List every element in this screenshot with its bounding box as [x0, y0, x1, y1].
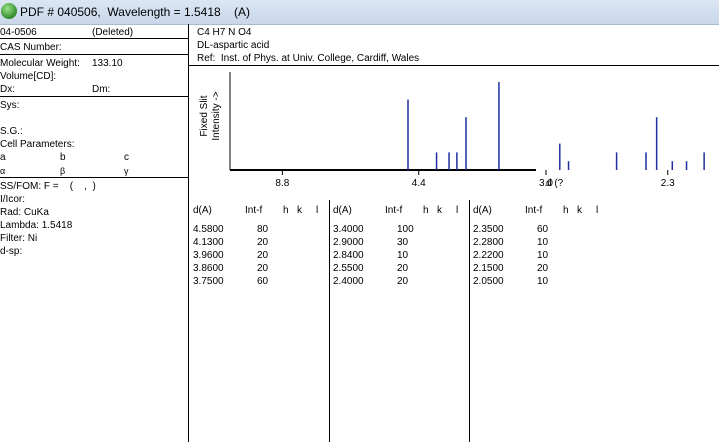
table-cell-int: 100 — [397, 224, 414, 235]
x-tick-label: 3.0 — [539, 178, 553, 189]
table-cell-d: 3.7500 — [193, 276, 224, 287]
plot-y-label: Fixed Slit Intensity -> — [199, 91, 222, 140]
table-cell-int: 20 — [257, 237, 269, 248]
table-header: h — [423, 205, 429, 216]
table-cell-d: 2.3500 — [473, 224, 504, 235]
cell-params-label: Cell Parameters: — [0, 139, 75, 150]
table-cell-d: 4.1300 — [193, 237, 224, 248]
table-header: l — [456, 205, 459, 216]
table-cell-int: 10 — [397, 250, 409, 261]
table-cell-d: 2.9000 — [333, 237, 364, 248]
rad-label: Rad: CuKa — [0, 207, 49, 218]
filter-label: Filter: Ni — [0, 233, 38, 244]
table-header: h — [283, 205, 289, 216]
divider — [188, 65, 719, 66]
table-cell-int: 80 — [257, 224, 269, 235]
table-divider — [469, 200, 470, 442]
table-header: l — [596, 205, 599, 216]
x-tick-label: 8.8 — [275, 178, 289, 189]
sg-label: S.G.: — [0, 126, 23, 137]
compound-ref: Ref: Inst. of Phys. at Univ. College, Ca… — [197, 53, 420, 64]
table-header: d(A) — [193, 205, 212, 216]
globe-icon — [1, 3, 17, 19]
mw-value: 133.10 — [92, 58, 123, 69]
table-cell-d: 4.5800 — [193, 224, 224, 235]
x-axis-label: d (? — [546, 178, 564, 189]
table-header: l — [316, 205, 319, 216]
table-header: Int-f — [245, 205, 263, 216]
table-cell-int: 20 — [397, 276, 409, 287]
divider — [0, 54, 188, 55]
cell-gamma: γ — [124, 166, 129, 176]
plot-axes — [229, 72, 536, 171]
compound-name: DL-aspartic acid — [197, 40, 270, 51]
x-tick-label: 2.3 — [661, 178, 675, 189]
cell-beta: β — [60, 166, 66, 176]
table-header: Int-f — [525, 205, 543, 216]
table-cell-int: 20 — [397, 263, 409, 274]
compound-formula: C4 H7 N O4 — [197, 27, 252, 38]
table-cell-d: 3.8600 — [193, 263, 224, 274]
table-cell-d: 2.8400 — [333, 250, 364, 261]
table-divider — [329, 200, 330, 442]
table-cell-d: 3.9600 — [193, 250, 224, 261]
table-header: d(A) — [473, 205, 492, 216]
x-tick-label: 4.4 — [412, 178, 426, 189]
table-cell-int: 60 — [537, 224, 549, 235]
ylabel-line-2: Intensity -> — [211, 91, 222, 140]
lambda-label: Lambda: 1.5418 — [0, 220, 73, 231]
table-cell-d: 2.4000 — [333, 276, 364, 287]
ylabel-line-1: Fixed Slit — [199, 95, 210, 136]
table-cell-d: 2.5500 — [333, 263, 364, 274]
cell-c: c — [124, 152, 129, 163]
table-header: h — [563, 205, 569, 216]
table-cell-int: 20 — [537, 263, 549, 274]
sys-label: Sys: — [0, 100, 20, 111]
dm-label: Dm: — [92, 84, 111, 95]
dx-label: Dx: — [0, 84, 15, 95]
table-cell-d: 2.2200 — [473, 250, 504, 261]
table-header: Int-f — [385, 205, 403, 216]
table-header: k — [437, 205, 442, 216]
table-cell-int: 10 — [537, 250, 549, 261]
table-cell-int: 10 — [537, 237, 549, 248]
divider — [0, 177, 188, 178]
volume-label: Volume[CD]: — [0, 71, 57, 82]
title-bar: PDF # 040506, Wavelength = 1.5418 (A) — [0, 0, 719, 25]
cas-label: CAS Number: — [0, 42, 62, 53]
plot-ticks: 8.84.43.02.3d (?2.0500 — [275, 170, 675, 189]
plot-peaks — [407, 82, 705, 170]
ssfom-label: SS/FOM: F = ( , ) — [0, 181, 96, 192]
table-cell-d: 2.2800 — [473, 237, 504, 248]
table-cell-d: 2.1500 — [473, 263, 504, 274]
window-title: PDF # 040506, Wavelength = 1.5418 (A) — [20, 5, 251, 19]
plot-canvas: Fixed Slit Intensity -> 8.8 4.4 3.0 2.3 d (?… — [199, 72, 705, 189]
cell-alpha: α — [0, 166, 6, 176]
table-cell-int: 10 — [537, 276, 549, 287]
panel-divider — [188, 24, 189, 442]
card-status: (Deleted) — [92, 27, 134, 38]
cell-b: b — [60, 152, 66, 163]
card-number: 04-0506 — [0, 27, 37, 38]
table-header: k — [577, 205, 582, 216]
divider — [0, 96, 188, 97]
table-header: d(A) — [333, 205, 352, 216]
table-header: k — [297, 205, 302, 216]
table-cell-d: 3.4000 — [333, 224, 364, 235]
diffraction-plot: Fixed Slit Intensity -> 8.8 4.4 3.0 2.3 d (?… — [188, 66, 719, 200]
cell-a: a — [0, 152, 6, 163]
dsp-label: d-sp: — [0, 246, 23, 257]
table-cell-int: 20 — [257, 250, 269, 261]
icor-label: I/Icor: — [0, 194, 26, 205]
table-cell-d: 2.0500 — [473, 276, 504, 287]
mw-label: Molecular Weight: — [0, 58, 80, 69]
table-cell-int: 20 — [257, 263, 269, 274]
table-cell-int: 60 — [257, 276, 269, 287]
divider — [0, 38, 188, 39]
table-cell-int: 30 — [397, 237, 409, 248]
